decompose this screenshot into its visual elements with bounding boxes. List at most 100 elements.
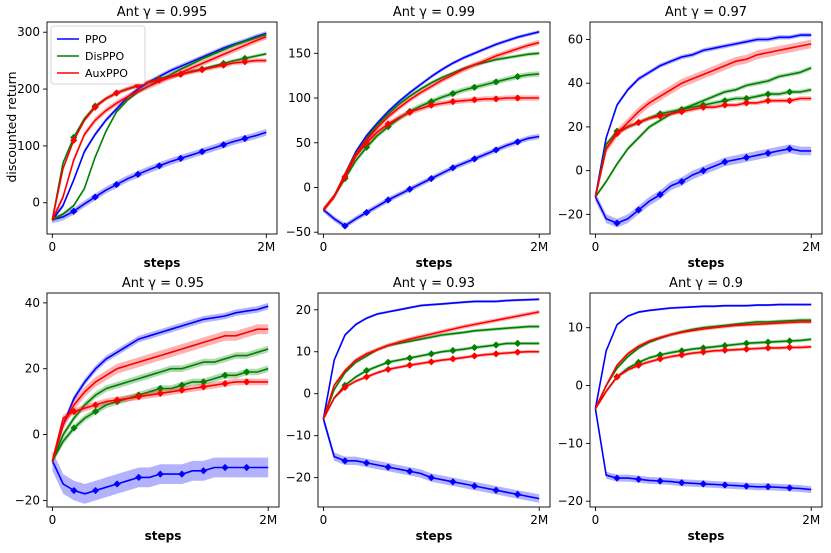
data-point [634,475,643,483]
data-point [656,477,664,485]
y-tick-label: −50 [286,225,311,239]
y-tick-label: 40 [25,296,40,310]
data-point [764,338,772,346]
y-tick-label: 10 [296,345,311,359]
series-auxppo-marked [322,94,540,213]
y-tick-label: 200 [17,82,40,96]
data-point [721,158,729,166]
chart-title: Ant γ = 0.95 [122,276,204,291]
data-point [742,94,751,103]
confidence-band [323,309,540,421]
data-point [362,367,371,375]
data-point [135,393,143,401]
data-point [384,196,392,204]
x-axis-label: steps [145,529,182,543]
x-axis-label: steps [416,256,453,270]
y-axis-label: discounted return [4,71,19,182]
chart-title: Ant γ = 0.93 [393,276,475,291]
plot-area [594,32,812,228]
data-point [742,339,751,347]
confidence-band [595,39,812,202]
data-point [384,463,392,471]
chart-title: Ant γ = 0.9 [669,276,743,291]
axes-frame [317,292,551,508]
y-tick-label: −20 [15,493,40,507]
data-point [470,482,479,490]
confidence-band [595,405,812,494]
data-point [384,120,392,128]
data-point [178,386,186,394]
data-point [786,88,794,96]
data-point [178,470,186,478]
series-line [594,43,812,197]
series-line [322,311,540,420]
x-tick-label: 0 [320,240,328,254]
data-point [134,170,142,178]
data-point [470,343,479,352]
data-point [514,72,522,81]
legend: PPO DisPPO AuxPPO [50,25,146,85]
series-disppo [594,318,812,411]
data-point [678,177,686,186]
data-point [492,341,500,349]
x-axis-label: steps [416,529,453,543]
data-point [178,381,186,389]
y-tick-label: 10 [568,321,583,335]
data-point [91,407,100,416]
data-point [492,350,500,358]
data-point [786,337,794,345]
data-point [406,185,414,193]
data-point [427,474,435,482]
x-tick-label: 0 [320,513,328,527]
series-line [594,303,812,409]
chart-title: Ant γ = 0.995 [117,5,207,20]
x-axis-label: steps [688,529,725,543]
data-point [764,149,772,157]
series-line [594,408,812,491]
data-point [678,108,686,116]
data-point [470,83,479,91]
confidence-band [323,324,540,421]
series-auxppo [594,39,812,202]
series-line [594,148,812,224]
data-point [449,346,457,355]
x-tick-label: 2M [259,513,277,527]
data-point [199,383,208,391]
axes-frame [46,292,280,508]
confidence-band [323,414,540,503]
data-point [492,78,500,86]
y-tick-label: −20 [558,494,583,508]
series-line [594,67,812,198]
y-tick-label: 20 [25,362,40,376]
series-disppo [322,324,540,421]
data-point [341,383,349,392]
x-tick-label: 2M [802,240,820,254]
data-point [721,481,729,489]
y-tick-label: 150 [288,46,311,60]
data-point [91,486,100,495]
data-point [656,191,664,199]
series-line [594,319,812,410]
series-line [322,325,540,420]
series-ppo [322,298,540,421]
legend-label-auxppo: AuxPPO [85,67,128,80]
data-point [427,174,435,183]
series-disppo-marked [322,71,540,213]
data-point [699,167,707,175]
data-point [492,486,500,494]
data-point [219,141,228,149]
y-tick-label: −20 [286,471,311,485]
series-auxppo-marked [594,343,812,411]
confidence-band [595,318,812,411]
data-point [156,470,164,478]
data-point [112,180,121,189]
data-point [514,138,522,146]
confidence-band [323,71,540,213]
data-point [112,89,121,97]
data-point [221,379,229,388]
data-point [634,361,643,369]
confidence-band [52,302,269,465]
data-point [449,89,457,98]
series-auxppo [594,320,812,411]
